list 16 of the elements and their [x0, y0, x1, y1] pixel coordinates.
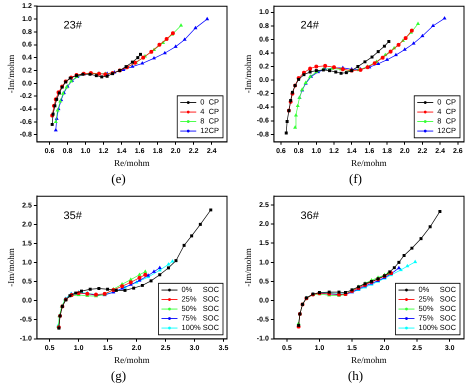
y-axis-title: -Im/mohm [242, 248, 252, 287]
text: (f) [349, 170, 362, 188]
text: (h) [348, 367, 364, 385]
x-axis-title: Re/mohm [114, 158, 150, 168]
annotation: 23# [62, 19, 82, 32]
annotation: 24# [300, 19, 320, 32]
x-axis-title: Re/mohm [350, 354, 386, 365]
y-axis-title: -Im/mohm [242, 54, 252, 94]
x-axis-title: Re/mohm [114, 354, 150, 365]
x-axis-title: Re/mohm [350, 158, 386, 168]
y-axis-title: -Im/mohm [5, 54, 16, 94]
text: (g) [110, 367, 126, 385]
annotation: 36# [300, 210, 320, 222]
text: (e) [111, 170, 126, 188]
y-axis-title: -Im/mohm [5, 248, 16, 287]
annotation: 35# [62, 210, 82, 222]
